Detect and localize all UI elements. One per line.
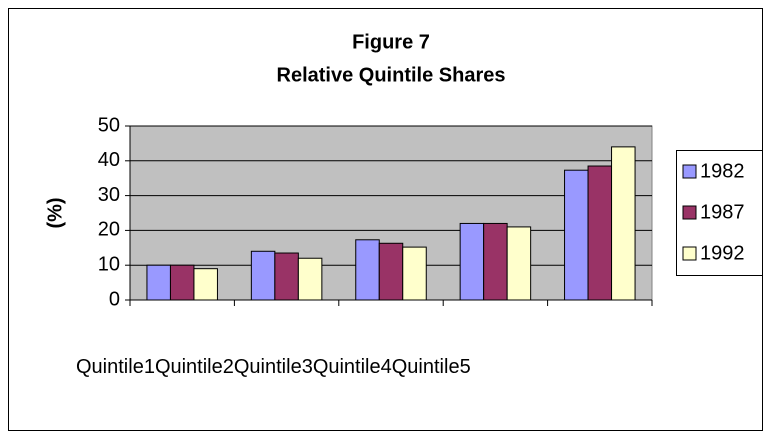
- y-tick-label: 0: [109, 288, 120, 310]
- bar: [564, 169, 589, 301]
- y-tick-label: 30: [98, 184, 120, 206]
- y-tick-label: 20: [98, 219, 120, 241]
- chart-subtitle: Relative Quintile Shares: [277, 64, 506, 86]
- bar: [355, 239, 380, 301]
- legend-label: 1987: [700, 201, 745, 223]
- y-axis-label: (%): [44, 197, 66, 228]
- y-tick-label: 50: [98, 114, 120, 136]
- bar: [274, 252, 299, 301]
- x-tick-label: Quintile4: [313, 356, 392, 378]
- bar: [169, 264, 195, 301]
- bar: [250, 250, 276, 301]
- y-tick-label: 40: [98, 149, 120, 171]
- bar: [483, 222, 508, 301]
- x-tick-label: Quintile1: [76, 356, 155, 378]
- x-tick-label: Quintile2: [155, 356, 234, 378]
- legend-swatch: [682, 246, 697, 261]
- bar: [297, 257, 323, 301]
- x-tick-label: Quintile3: [234, 356, 313, 378]
- chart-title: Figure 7: [352, 31, 430, 53]
- bar: [402, 246, 427, 301]
- bar: [193, 268, 218, 301]
- bar: [587, 165, 613, 301]
- legend-label: 1992: [700, 242, 745, 264]
- bar: [378, 242, 404, 301]
- bar: [459, 222, 485, 301]
- bar: [611, 146, 636, 301]
- legend-label: 1982: [700, 160, 745, 182]
- y-tick-label: 10: [98, 253, 120, 275]
- legend-swatch: [682, 164, 697, 179]
- bar: [146, 264, 171, 301]
- x-tick-labels: Quintile1Quintile2Quintile3Quintile4Quin…: [76, 356, 471, 378]
- x-tick-label: Quintile5: [392, 356, 471, 378]
- legend-swatch: [682, 205, 697, 220]
- bar: [506, 226, 532, 301]
